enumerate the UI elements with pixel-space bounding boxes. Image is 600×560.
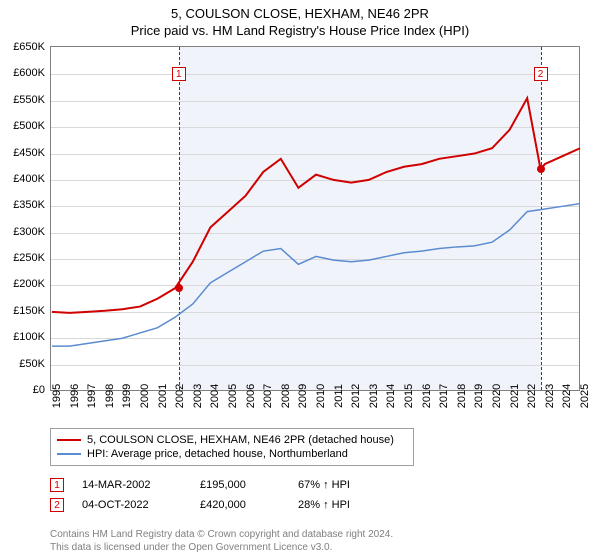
y-axis-label: £500K <box>13 120 45 132</box>
sale-dot <box>175 284 183 292</box>
sale-marker-box: 2 <box>534 67 548 81</box>
legend: 5, COULSON CLOSE, HEXHAM, NE46 2PR (deta… <box>50 428 414 466</box>
x-axis-label: 1998 <box>104 384 116 408</box>
x-axis-label: 2004 <box>209 384 221 408</box>
sale-date: 14-MAR-2002 <box>82 479 182 491</box>
series-hpi <box>52 204 580 346</box>
sale-row-marker: 1 <box>50 478 64 492</box>
y-axis-label: £550K <box>13 94 45 106</box>
x-axis-label: 2014 <box>385 384 397 408</box>
x-axis-label: 2024 <box>561 384 573 408</box>
legend-item: HPI: Average price, detached house, Nort… <box>57 447 407 461</box>
x-axis-label: 2003 <box>192 384 204 408</box>
legend-label: HPI: Average price, detached house, Nort… <box>87 448 348 460</box>
footer-line-2: This data is licensed under the Open Gov… <box>50 541 393 554</box>
x-axis-label: 2010 <box>315 384 327 408</box>
y-axis-label: £650K <box>13 41 45 53</box>
x-axis-label: 1996 <box>69 384 81 408</box>
x-axis-label: 1997 <box>86 384 98 408</box>
x-axis-label: 2015 <box>403 384 415 408</box>
series-price_paid <box>52 98 580 313</box>
x-axis-label: 1999 <box>121 384 133 408</box>
legend-item: 5, COULSON CLOSE, HEXHAM, NE46 2PR (deta… <box>57 433 407 447</box>
chart: 12 £0£50K£100K£150K£200K£250K£300K£350K£… <box>50 46 580 391</box>
x-axis-label: 2001 <box>157 384 169 408</box>
x-axis-label: 2005 <box>227 384 239 408</box>
x-axis-label: 2016 <box>421 384 433 408</box>
sale-marker-box: 1 <box>172 67 186 81</box>
sale-row: 1 14-MAR-2002 £195,000 67% ↑ HPI <box>50 475 398 495</box>
x-axis-label: 2000 <box>139 384 151 408</box>
y-axis-label: £600K <box>13 67 45 79</box>
footer-line-1: Contains HM Land Registry data © Crown c… <box>50 528 393 541</box>
page-subtitle: Price paid vs. HM Land Registry's House … <box>0 21 600 38</box>
sale-price: £195,000 <box>200 479 280 491</box>
plot-area: 12 <box>50 46 580 391</box>
sale-date: 04-OCT-2022 <box>82 499 182 511</box>
x-axis-label: 2021 <box>509 384 521 408</box>
page-title: 5, COULSON CLOSE, HEXHAM, NE46 2PR <box>0 0 600 21</box>
x-axis-label: 2023 <box>544 384 556 408</box>
legend-label: 5, COULSON CLOSE, HEXHAM, NE46 2PR (deta… <box>87 434 394 446</box>
x-axis-label: 2002 <box>174 384 186 408</box>
y-axis-label: £400K <box>13 173 45 185</box>
y-axis-label: £250K <box>13 252 45 264</box>
footer-licence: Contains HM Land Registry data © Crown c… <box>50 528 393 554</box>
y-axis-label: £300K <box>13 226 45 238</box>
legend-swatch <box>57 453 81 455</box>
sale-pct: 28% ↑ HPI <box>298 499 398 511</box>
x-axis-label: 2008 <box>280 384 292 408</box>
x-axis-label: 2017 <box>438 384 450 408</box>
sale-pct: 67% ↑ HPI <box>298 479 398 491</box>
y-axis-label: £100K <box>13 331 45 343</box>
x-axis-label: 2020 <box>491 384 503 408</box>
y-axis-label: £200K <box>13 278 45 290</box>
x-axis-label: 2011 <box>333 384 345 408</box>
legend-swatch <box>57 439 81 441</box>
y-axis-label: £150K <box>13 305 45 317</box>
y-axis-label: £450K <box>13 147 45 159</box>
x-axis-label: 1995 <box>51 384 63 408</box>
x-axis-label: 2009 <box>297 384 309 408</box>
x-axis-label: 2013 <box>368 384 380 408</box>
sales-table: 1 14-MAR-2002 £195,000 67% ↑ HPI 2 04-OCT-202… <box>50 475 398 515</box>
x-axis-label: 2007 <box>262 384 274 408</box>
y-axis-label: £0 <box>33 384 45 396</box>
sale-price: £420,000 <box>200 499 280 511</box>
x-axis-label: 2018 <box>456 384 468 408</box>
y-axis-label: £50K <box>19 358 45 370</box>
sale-row-marker: 2 <box>50 498 64 512</box>
x-axis-label: 2025 <box>579 384 591 408</box>
x-axis-label: 2006 <box>245 384 257 408</box>
sale-dot <box>537 165 545 173</box>
y-axis-label: £350K <box>13 199 45 211</box>
x-axis-label: 2019 <box>473 384 485 408</box>
x-axis-label: 2022 <box>526 384 538 408</box>
x-axis-label: 2012 <box>350 384 362 408</box>
sale-row: 2 04-OCT-2022 £420,000 28% ↑ HPI <box>50 495 398 515</box>
